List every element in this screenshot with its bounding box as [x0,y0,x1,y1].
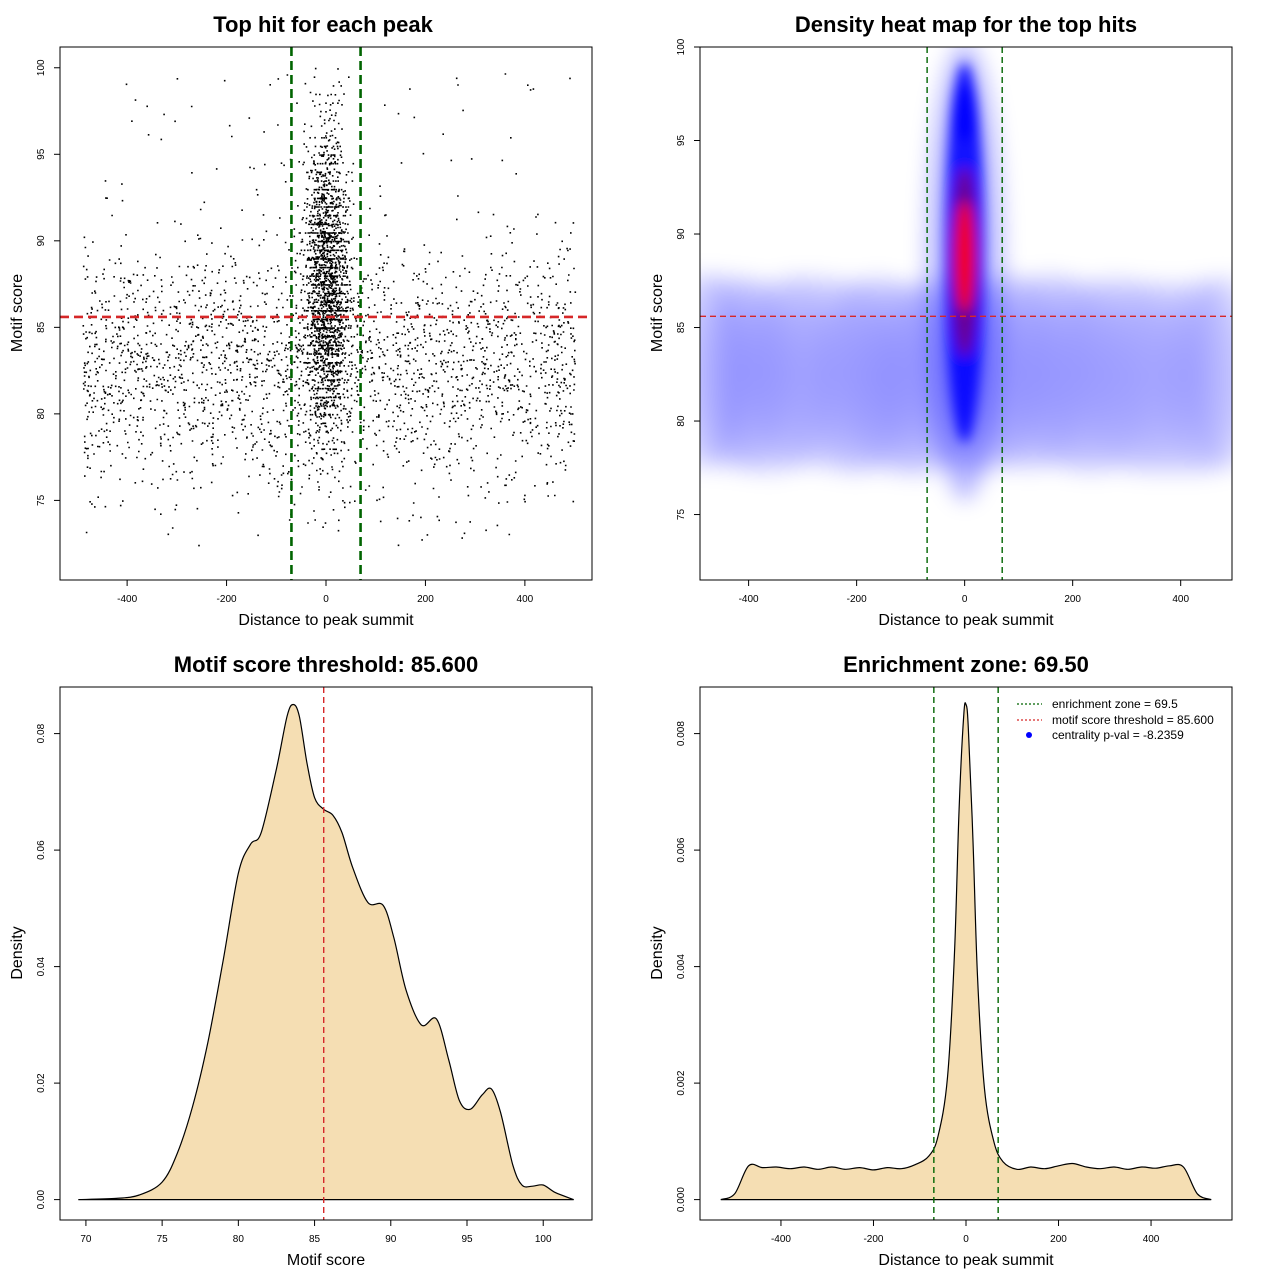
y-tick-label: 90 [36,235,47,247]
heatmap-x-axis: -400 -200 0 200 400 [739,580,1189,605]
heatmap-title: Density heat map for the top hits [795,12,1137,37]
distance-density-reference-lines [933,687,999,1220]
y-tick-label: 0.006 [676,837,687,862]
y-tick-label: 0.000 [676,1187,687,1212]
y-tick-label: 100 [36,59,47,76]
panel-heatmap: Density heat map for the top hits -400 -2… [649,12,1233,629]
x-tick-label: 0 [323,594,329,605]
scatter-y-axis: 75 80 85 90 95 100 [36,59,60,506]
x-tick-label: 90 [385,1234,397,1245]
y-tick-label: 0.004 [676,954,687,979]
x-tick-label: 95 [461,1234,473,1245]
x-tick-label: 200 [417,594,434,605]
score-density-y-axis: 0.00 0.02 0.04 0.06 0.08 [36,723,60,1209]
heatmap-plot-frame [699,46,1233,581]
y-tick-label: 75 [36,494,47,506]
y-tick-label: 0.008 [676,721,687,746]
distance-density-area [720,702,1212,1201]
x-tick-label: 400 [1143,1234,1160,1245]
score-density-title: Motif score threshold: 85.600 [174,652,478,677]
scatter-reference-lines [60,47,592,580]
panel-scatter: Top hit for each peak -400 -200 0 200 400 75… [9,12,593,629]
x-tick-label: 80 [233,1234,245,1245]
score-density-area [78,703,574,1201]
y-tick-label: 0.04 [36,956,47,976]
score-density-x-axis: 70 75 80 85 90 95 100 [80,1220,552,1245]
y-tick-label: 90 [676,228,687,240]
x-tick-label: 70 [80,1234,92,1245]
y-tick-label: 0.08 [36,723,47,743]
y-tick-label: 85 [676,322,687,334]
score-density-plot-frame [59,686,593,1221]
x-tick-label: -200 [217,594,237,605]
distance-density-x-axis: -400 -200 0 200 400 [771,1220,1160,1245]
distance-density-y-axis: 0.000 0.002 0.004 0.006 0.008 [676,721,700,1212]
x-tick-label: 0 [963,1234,969,1245]
panel-score-density: Motif score threshold: 85.600 70 75 80 85 90… [9,652,593,1269]
y-tick-label: 95 [676,135,687,147]
y-tick-label: 0.06 [36,840,47,860]
legend-enrichment-zone-label: enrichment zone = 69.5 [1052,697,1178,711]
heatmap-x-label: Distance to peak summit [878,612,1054,629]
x-tick-label: -200 [847,594,867,605]
score-density-x-label: Motif score [287,1252,365,1269]
x-tick-label: 100 [535,1234,552,1245]
scatter-points [82,67,577,547]
y-tick-label: 85 [36,321,47,333]
distance-density-x-label: Distance to peak summit [878,1252,1054,1269]
y-tick-label: 0.00 [36,1189,47,1209]
scatter-x-axis: -400 -200 0 200 400 [117,580,534,605]
heatmap-y-axis: 75 80 85 90 95 100 [676,38,700,520]
scatter-x-label: Distance to peak summit [238,612,414,629]
x-tick-label: -400 [117,594,137,605]
x-tick-label: 200 [1050,1234,1067,1245]
distance-density-legend: enrichment zone = 69.5 motif score thres… [1017,697,1214,742]
y-tick-label: 95 [36,148,47,160]
x-tick-label: 75 [157,1234,169,1245]
x-tick-label: -400 [771,1234,791,1245]
scatter-point-cloud [82,67,577,547]
scatter-y-label: Motif score [9,274,26,352]
x-tick-label: 400 [1172,594,1189,605]
x-tick-label: 85 [309,1234,321,1245]
x-tick-label: 0 [962,594,968,605]
heatmap-density-field [700,47,1232,580]
y-tick-label: 0.002 [676,1070,687,1095]
distance-density-title: Enrichment zone: 69.50 [843,652,1089,677]
panel-distance-density: Enrichment zone: 69.50 -400 -200 0 200 400 0… [649,652,1233,1269]
y-tick-label: 80 [36,408,47,420]
legend-centrality-label: centrality p-val = -8.2359 [1052,728,1184,742]
y-tick-label: 80 [676,415,687,427]
heatmap-y-label: Motif score [649,274,666,352]
y-tick-label: 75 [676,509,687,521]
x-tick-label: 400 [517,594,534,605]
scatter-title: Top hit for each peak [213,12,433,37]
legend-motif-threshold-label: motif score threshold = 85.600 [1052,713,1214,727]
y-tick-label: 100 [676,38,687,55]
y-tick-label: 0.02 [36,1073,47,1093]
scatter-plot-frame [59,46,593,581]
x-tick-label: 200 [1064,594,1081,605]
heatmap-reference-lines [700,47,1232,580]
heatmap-core [944,62,985,443]
distance-density-y-label: Density [649,926,666,979]
legend-centrality-dot [1026,732,1032,738]
x-tick-label: -200 [863,1234,883,1245]
score-density-y-label: Density [9,926,26,979]
x-tick-label: -400 [739,594,759,605]
